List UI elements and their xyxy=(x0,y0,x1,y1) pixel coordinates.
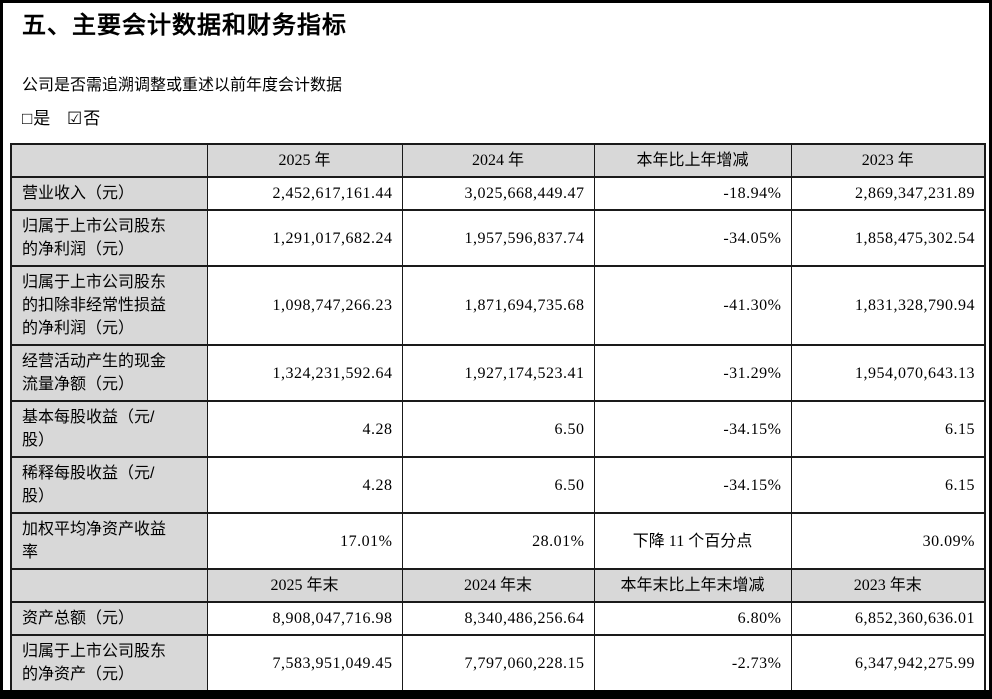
indicator-value-cell: 6.50 xyxy=(401,400,595,458)
indicator-value-cell: 1,324,231,592.64 xyxy=(206,344,403,402)
option-no: ☑否 xyxy=(67,109,100,128)
indicator-value-cell: 6.15 xyxy=(790,400,986,458)
indicator-value-cell: 3,025,668,449.47 xyxy=(401,176,595,211)
indicator-value-cell: 4.28 xyxy=(206,400,403,458)
period-header-row: 2025 年 2024 年本年比上年增减 2023 年 xyxy=(10,143,986,178)
indicator-value-cell: 4.28 xyxy=(206,456,403,514)
indicator-value-cell: 17.01% xyxy=(206,512,403,570)
period-header-cell: 2024 年 xyxy=(401,143,595,178)
indicator-value-cell: 1,871,694,735.68 xyxy=(401,265,595,346)
indicator-value-cell: 30.09% xyxy=(790,512,986,570)
indicator-value-cell: -2.73% xyxy=(593,634,792,690)
option-no-label: 否 xyxy=(83,109,101,128)
indicator-value-cell: 6,347,942,275.99 xyxy=(790,634,986,690)
period-header-cell: 2024 年末 xyxy=(401,568,595,603)
indicator-row: 归属于上市公司股东的净资产（元） 7,583,951,049.45 7,797,06… xyxy=(10,634,986,690)
indicator-value-cell: 28.01% xyxy=(401,512,595,570)
restatement-question: 公司是否需追溯调整或重述以前年度会计数据 xyxy=(22,77,343,94)
indicator-row: 营业收入（元） 2,452,617,161.44 3,025,668,449.47-… xyxy=(10,176,986,211)
indicator-label-cell: 资产总额（元） xyxy=(10,601,208,636)
indicator-value-cell: 2,452,617,161.44 xyxy=(206,176,403,211)
indicator-row: 基本每股收益（元/股） 4.28 6.50 -34.15% 6.15 xyxy=(10,400,986,458)
indicator-value-cell: 8,340,486,256.64 xyxy=(401,601,595,636)
table-body: 2025 年 2024 年本年比上年增减 2023 年营业收入（元） 2,452,61… xyxy=(10,143,986,690)
indicator-row: 稀释每股收益（元/股） 4.28 6.50 -34.15% 6.15 xyxy=(10,456,986,514)
indicator-value-cell: -41.30% xyxy=(593,265,792,346)
indicator-value-cell: 1,957,596,837.74 xyxy=(401,209,595,267)
indicator-row: 资产总额（元） 8,908,047,716.98 8,340,486,256.64 6… xyxy=(10,601,986,636)
indicator-row: 归属于上市公司股东的净利润（元） 1,291,017,682.24 1,957,59… xyxy=(10,209,986,267)
indicator-label-cell: 营业收入（元） xyxy=(10,176,208,211)
indicator-value-cell: 2,869,347,231.89 xyxy=(790,176,986,211)
indicator-value-cell: 6,852,360,636.01 xyxy=(790,601,986,636)
indicator-value-cell: 1,858,475,302.54 xyxy=(790,209,986,267)
indicator-value-cell: 1,927,174,523.41 xyxy=(401,344,595,402)
checkbox-row: □是 ☑否 xyxy=(22,107,983,130)
period-header-cell: 本年比上年增减 xyxy=(593,143,792,178)
indicator-label-cell: 归属于上市公司股东的扣除非经常性损益的净利润（元） xyxy=(10,265,208,346)
indicator-value-cell: -31.29% xyxy=(593,344,792,402)
period-header-cell: 本年末比上年末增减 xyxy=(593,568,792,603)
indicator-value-cell: 6.15 xyxy=(790,456,986,514)
indicator-label-cell: 稀释每股收益（元/股） xyxy=(10,456,208,514)
indicator-value-cell: 8,908,047,716.98 xyxy=(206,601,403,636)
indicator-value-cell: -18.94% xyxy=(593,176,792,211)
period-header-cell: 2025 年 xyxy=(206,143,403,178)
indicator-label-cell: 加权平均净资产收益率 xyxy=(10,512,208,570)
indicator-row: 归属于上市公司股东的扣除非经常性损益的净利润（元） 1,098,747,266.2… xyxy=(10,265,986,346)
indicator-value-cell: 下降 11 个百分点 xyxy=(593,512,792,570)
period-header-row: 2025 年末 2024 年末 本年末比上年末增减 2023 年末 xyxy=(10,568,986,603)
indicator-value-cell: 1,098,747,266.23 xyxy=(206,265,403,346)
option-yes-label: 是 xyxy=(33,109,51,128)
option-yes: □是 xyxy=(22,109,50,128)
indicator-value-cell: 1,954,070,643.13 xyxy=(790,344,986,402)
header-empty-cell xyxy=(10,143,208,178)
financial-indicators-table: 2025 年 2024 年本年比上年增减 2023 年营业收入（元） 2,452,61… xyxy=(10,143,986,690)
indicator-value-cell: 1,291,017,682.24 xyxy=(206,209,403,267)
indicator-value-cell: -34.05% xyxy=(593,209,792,267)
period-header-cell: 2023 年 xyxy=(790,143,986,178)
indicator-label-cell: 基本每股收益（元/股） xyxy=(10,400,208,458)
indicator-value-cell: 7,583,951,049.45 xyxy=(206,634,403,690)
indicator-row: 加权平均净资产收益率 17.01% 28.01% 下降 11 个百分点 30.09% xyxy=(10,512,986,570)
header-empty-cell xyxy=(10,568,208,603)
indicator-label-cell: 经营活动产生的现金流量净额（元） xyxy=(10,344,208,402)
section-title: 五、主要会计数据和财务指标 xyxy=(22,12,347,39)
checkbox-checked-icon: ☑ xyxy=(67,109,83,128)
indicator-value-cell: 7,797,060,228.15 xyxy=(401,634,595,690)
indicator-value-cell: 1,831,328,790.94 xyxy=(790,265,986,346)
indicator-row: 经营活动产生的现金流量净额（元） 1,324,231,592.64 1,927,17… xyxy=(10,344,986,402)
indicator-value-cell: 6.50 xyxy=(401,456,595,514)
indicator-value-cell: -34.15% xyxy=(593,400,792,458)
indicator-label-cell: 归属于上市公司股东的净利润（元） xyxy=(10,209,208,267)
indicator-value-cell: -34.15% xyxy=(593,456,792,514)
period-header-cell: 2025 年末 xyxy=(206,568,403,603)
indicator-value-cell: 6.80% xyxy=(593,601,792,636)
period-header-cell: 2023 年末 xyxy=(790,568,986,603)
indicator-label-cell: 归属于上市公司股东的净资产（元） xyxy=(10,634,208,690)
checkbox-unchecked-icon: □ xyxy=(22,109,33,128)
